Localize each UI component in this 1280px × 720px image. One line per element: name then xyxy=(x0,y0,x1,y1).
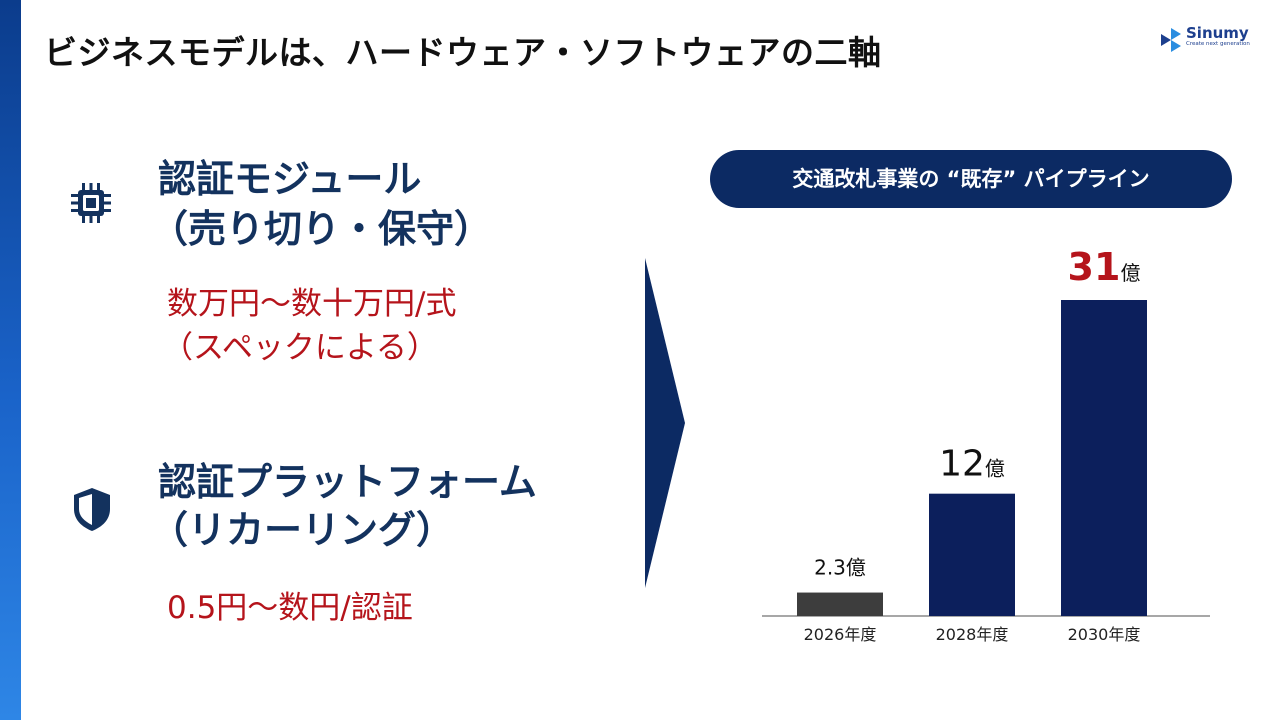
logo-wordmark: Sinumy xyxy=(1186,24,1249,42)
logo-tagline: Create next generation xyxy=(1186,41,1250,47)
bar-chart: 2.3億 2026年度 12億 2028年度 31億 2030年度 xyxy=(762,245,1210,644)
bar-value-label-1: 12億 xyxy=(939,444,1005,485)
chip-icon xyxy=(64,180,118,228)
page-title: ビジネスモデルは、ハードウェア・ソフトウェアの二軸 xyxy=(44,33,882,72)
x-tick-label-0: 2026年度 xyxy=(804,625,877,644)
x-tick-label-1: 2028年度 xyxy=(936,625,1009,644)
x-tick-label-2: 2030年度 xyxy=(1068,625,1141,644)
bar-1 xyxy=(929,493,1015,616)
platform-price: 0.5円〜数円/認証 xyxy=(167,590,413,626)
transition-arrow-icon xyxy=(645,258,685,588)
bar-0 xyxy=(797,592,883,616)
bar-2 xyxy=(1061,300,1147,616)
module-price: 数万円〜数十万円/式 xyxy=(167,286,457,322)
platform-subheading: （リカーリング） xyxy=(150,508,455,552)
logo-mark-icon xyxy=(1161,28,1181,52)
module-heading: 認証モジュール xyxy=(158,157,422,201)
chart-title: 交通改札事業の “既存” パイプライン xyxy=(710,150,1232,208)
shield-icon xyxy=(66,484,118,534)
module-price-note: （スペックによる） xyxy=(162,330,438,366)
platform-heading: 認証プラットフォーム xyxy=(158,460,537,504)
bar-value-label-2: 31億 xyxy=(1068,245,1141,289)
bar-value-label-0: 2.3億 xyxy=(814,556,866,580)
company-logo: Sinumy Create next generation xyxy=(1158,24,1268,54)
side-accent-bar xyxy=(0,0,21,720)
module-subheading: （売り切り・保守） xyxy=(150,207,493,251)
